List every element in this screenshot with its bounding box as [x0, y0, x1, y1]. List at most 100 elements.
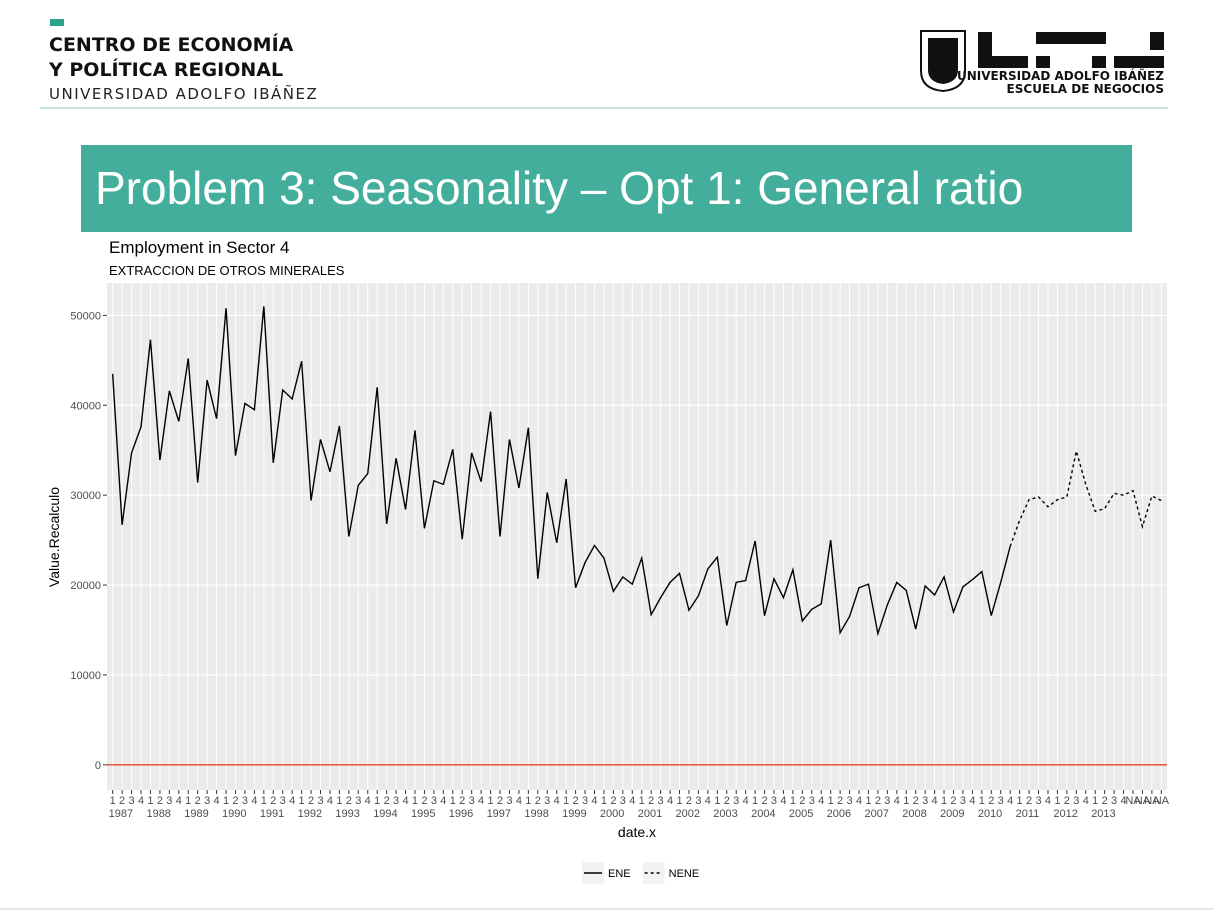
x-tick-label: 4 [818, 795, 824, 807]
center-name: CENTRO DE ECONOMÍA [49, 33, 294, 56]
x-tick-label: 2 [232, 795, 238, 807]
x-year-label: 2001 [638, 808, 662, 820]
x-tick-label: 1 [110, 795, 116, 807]
x-year-label: 2012 [1053, 808, 1077, 820]
x-tick-label: 3 [658, 795, 664, 807]
x-tick-label: 1 [752, 795, 758, 807]
x-tick-label: 4 [629, 795, 635, 807]
x-tick-label: 2 [648, 795, 654, 807]
x-tick-label: 3 [922, 795, 928, 807]
series-line [1009, 450, 1162, 547]
x-tick-label: 1 [299, 795, 305, 807]
x-year-label: 2006 [827, 808, 851, 820]
x-tick-label: 3 [884, 795, 890, 807]
x-tick-label: 4 [856, 795, 862, 807]
plot-panel [107, 283, 1167, 790]
uai-logo [920, 30, 1164, 93]
x-tick-label: 4 [1007, 795, 1013, 807]
x-tick-label: 1 [488, 795, 494, 807]
x-tick-label: 2 [724, 795, 730, 807]
x-tick-label: 1 [1092, 795, 1098, 807]
x-tick-label: 3 [242, 795, 248, 807]
center-name: Y POLÍTICA REGIONAL [48, 58, 283, 81]
x-tick-label: 3 [317, 795, 323, 807]
x-tick-label: 4 [894, 795, 900, 807]
x-tick-label: 3 [620, 795, 626, 807]
x-tick-label: 4 [1083, 795, 1089, 807]
x-tick-label: 4 [138, 795, 144, 807]
x-tick-label: 2 [308, 795, 314, 807]
x-year-label: 1994 [373, 808, 397, 820]
x-tick-label: 1 [147, 795, 153, 807]
y-tick-label: 10000 [70, 670, 101, 682]
x-tick-label: 2 [535, 795, 541, 807]
center-university: UNIVERSIDAD ADOLFO IBÁÑEZ [49, 84, 318, 103]
y-tick-label: 0 [95, 760, 101, 772]
x-year-label: 1992 [298, 808, 322, 820]
x-tick-label: 4 [780, 795, 786, 807]
x-year-label: 2009 [940, 808, 964, 820]
x-tick-label: 2 [799, 795, 805, 807]
x-tick-label: 4 [969, 795, 975, 807]
x-year-label: 2013 [1091, 808, 1115, 820]
legend-label: NENE [669, 868, 700, 880]
x-year-label: 1997 [487, 808, 511, 820]
x-tick-label: 4 [516, 795, 522, 807]
x-tick-label: 3 [129, 795, 135, 807]
x-tick-label: 1 [374, 795, 380, 807]
x-tick-label: 4 [591, 795, 597, 807]
x-tick-label: 1 [979, 795, 985, 807]
x-tick-label: 2 [119, 795, 125, 807]
x-tick-label: 4 [327, 795, 333, 807]
x-tick-label: 3 [1035, 795, 1041, 807]
x-tick-label: 1 [714, 795, 720, 807]
x-tick-label: 1 [563, 795, 569, 807]
x-tick-label: 4 [402, 795, 408, 807]
x-tick-label: 3 [544, 795, 550, 807]
x-tick-label: 3 [998, 795, 1004, 807]
x-tick-label: NA [1125, 795, 1141, 807]
x-tick-label: 3 [280, 795, 286, 807]
x-tick-label: 4 [176, 795, 182, 807]
logo-mark [50, 19, 64, 26]
x-year-label: 1989 [184, 808, 208, 820]
x-tick-label: 1 [336, 795, 342, 807]
x-year-label: 1996 [449, 808, 473, 820]
x-tick-label: 3 [204, 795, 210, 807]
x-tick-label: 2 [1026, 795, 1032, 807]
x-tick-label: 1 [1017, 795, 1023, 807]
y-tick-label: 20000 [70, 580, 101, 592]
x-tick-label: 2 [346, 795, 352, 807]
x-tick-label: 4 [440, 795, 446, 807]
x-tick-label: 4 [705, 795, 711, 807]
y-tick-label: 30000 [70, 490, 101, 502]
x-year-label: 2008 [902, 808, 926, 820]
x-tick-label: 4 [289, 795, 295, 807]
y-tick-label: 40000 [70, 400, 101, 412]
x-tick-label: 3 [355, 795, 361, 807]
x-tick-label: 3 [1073, 795, 1079, 807]
x-year-label: 1987 [109, 808, 133, 820]
x-tick-label: 3 [1111, 795, 1117, 807]
x-tick-label: 2 [988, 795, 994, 807]
legend-label: ENE [608, 868, 631, 880]
x-tick-label: NA [1154, 795, 1170, 807]
x-year-label: 2011 [1016, 808, 1040, 820]
x-year-label: 2007 [864, 808, 888, 820]
x-year-label: 1990 [222, 808, 246, 820]
x-axis-label: date.x [618, 824, 656, 840]
chart-title: Employment in Sector 4 [109, 238, 289, 257]
x-tick-label: 4 [1120, 795, 1126, 807]
x-tick-label: 1 [185, 795, 191, 807]
x-tick-label: 3 [809, 795, 815, 807]
x-year-label: 2004 [751, 808, 775, 820]
x-tick-label: 2 [610, 795, 616, 807]
x-tick-label: 2 [497, 795, 503, 807]
x-tick-label: 2 [459, 795, 465, 807]
x-tick-label: 2 [195, 795, 201, 807]
x-tick-label: 2 [1102, 795, 1108, 807]
x-tick-label: 3 [847, 795, 853, 807]
x-tick-label: 1 [865, 795, 871, 807]
x-tick-label: 2 [157, 795, 163, 807]
x-tick-label: 1 [223, 795, 229, 807]
